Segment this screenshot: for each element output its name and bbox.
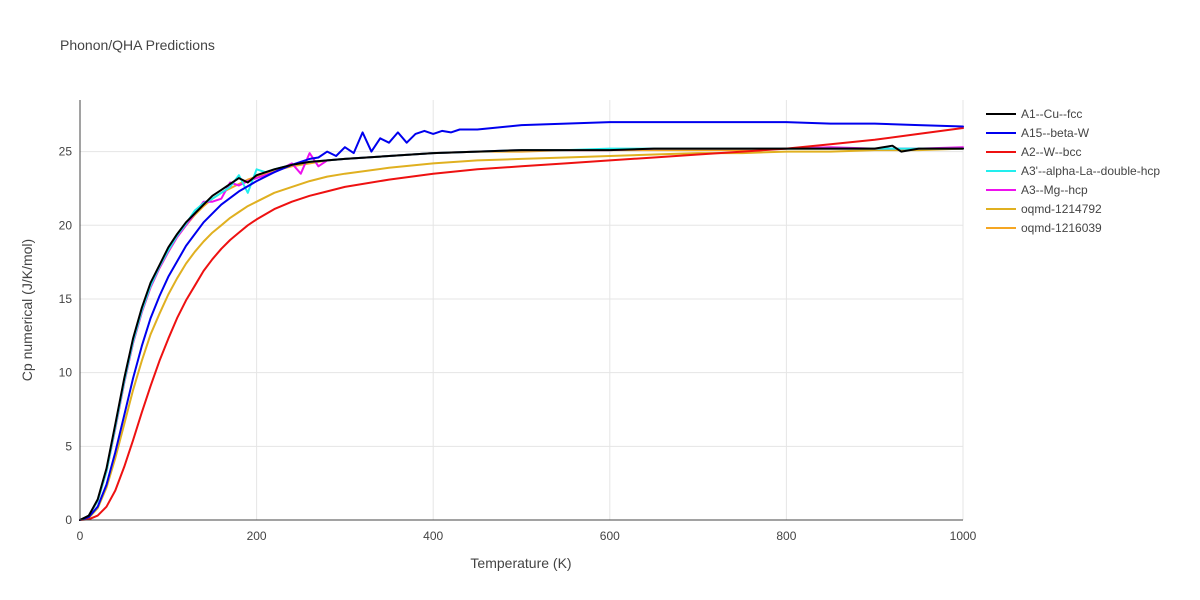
legend-label: A2--W--bcc <box>1021 145 1081 159</box>
legend-item[interactable]: A2--W--bcc <box>986 145 1081 159</box>
plot-area <box>79 121 964 521</box>
y-tick-label: 0 <box>65 513 72 527</box>
chart-title: Phonon/QHA Predictions <box>60 37 215 53</box>
axes: 0 200 400 600 800 1000 0 5 10 15 20 25 <box>59 100 977 543</box>
series-line-a2-w-bcc <box>79 127 964 521</box>
legend-label: A3--Mg--hcp <box>1021 183 1088 197</box>
y-tick-label: 20 <box>59 218 73 232</box>
legend-label: oqmd-1216039 <box>1021 221 1102 235</box>
series-line-a3-mg-hcp <box>79 146 964 521</box>
y-axis-title: Cp numerical (J/K/mol) <box>19 239 35 381</box>
x-tick-label: 600 <box>600 529 620 543</box>
legend-item[interactable]: oqmd-1214792 <box>986 202 1102 216</box>
legend-item[interactable]: A15--beta-W <box>986 126 1090 140</box>
legend-item[interactable]: A1--Cu--fcc <box>986 107 1082 121</box>
series-line-a15-beta-w <box>79 121 964 521</box>
x-tick-label: 800 <box>776 529 796 543</box>
x-tick-label: 400 <box>423 529 443 543</box>
y-tick-label: 10 <box>59 366 73 380</box>
series-line-oqmd-1214792 <box>79 147 964 521</box>
y-tick-label: 15 <box>59 292 73 306</box>
legend-label: A1--Cu--fcc <box>1021 107 1082 121</box>
grid <box>80 100 964 520</box>
x-tick-label: 0 <box>77 529 84 543</box>
legend-item[interactable]: A3--Mg--hcp <box>986 183 1088 197</box>
series-line-oqmd-1216039 <box>79 147 964 521</box>
legend-item[interactable]: oqmd-1216039 <box>986 221 1102 235</box>
legend-label: oqmd-1214792 <box>1021 202 1102 216</box>
y-tick-label: 25 <box>59 145 73 159</box>
x-tick-label: 1000 <box>950 529 977 543</box>
series-line-a3-alpha-la-double-hcp <box>79 147 964 521</box>
legend-item[interactable]: A3'--alpha-La--double-hcp <box>986 164 1160 178</box>
y-tick-label: 5 <box>65 439 72 453</box>
legend-label: A3'--alpha-La--double-hcp <box>1021 164 1160 178</box>
series-line-a1-cu-fcc <box>79 144 964 521</box>
legend[interactable]: A1--Cu--fcc A15--beta-W A2--W--bcc A3'--alp… <box>986 107 1160 235</box>
x-axis-title: Temperature (K) <box>470 555 571 571</box>
legend-label: A15--beta-W <box>1021 126 1090 140</box>
x-tick-label: 200 <box>247 529 267 543</box>
